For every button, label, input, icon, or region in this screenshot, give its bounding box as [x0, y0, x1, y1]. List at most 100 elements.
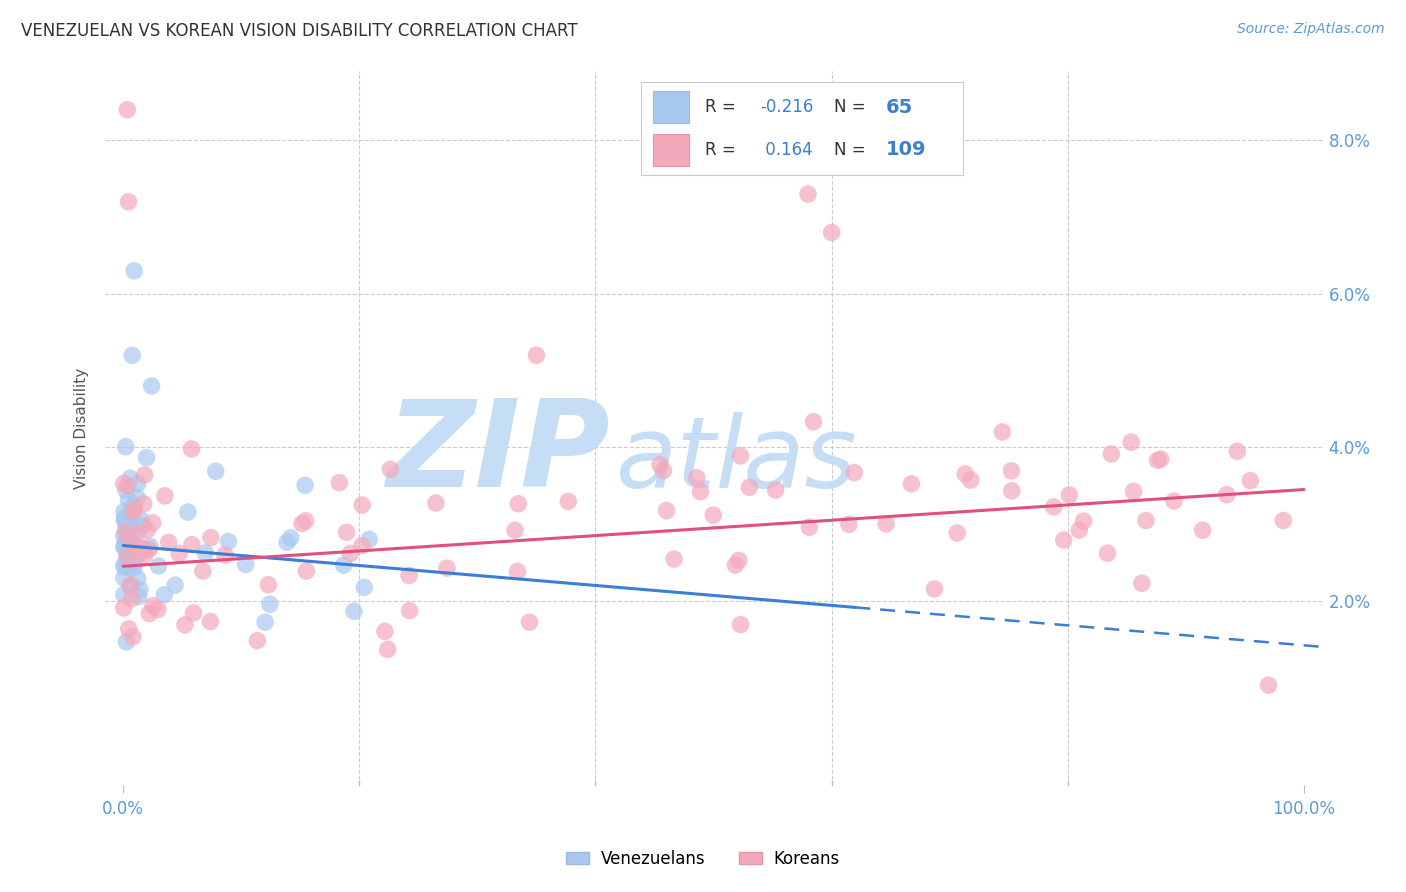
Point [118, 579, 141, 593]
Point [135, 450, 157, 465]
Point [112, 588, 135, 602]
Text: N =: N = [834, 141, 870, 159]
Point [115, 520, 138, 534]
Point [436, 561, 458, 575]
Point [121, 530, 143, 544]
Point [1257, 678, 1279, 692]
Text: 65: 65 [886, 97, 912, 117]
Text: Source: ZipAtlas.com: Source: ZipAtlas.com [1237, 22, 1385, 37]
Point [122, 555, 145, 569]
Point [114, 524, 136, 539]
Point [117, 558, 139, 572]
Point [114, 440, 136, 454]
Point [1059, 488, 1081, 502]
Point [120, 578, 142, 592]
Point [946, 526, 969, 541]
Point [142, 516, 165, 530]
Point [134, 548, 156, 562]
Point [730, 617, 752, 632]
Point [1146, 453, 1168, 467]
Point [1163, 494, 1185, 508]
Point [214, 548, 236, 562]
Point [114, 510, 136, 524]
Point [129, 513, 152, 527]
Point [689, 484, 711, 499]
Point [765, 483, 787, 497]
Point [380, 462, 402, 476]
FancyBboxPatch shape [654, 134, 689, 166]
Point [129, 582, 152, 597]
Point [352, 498, 374, 512]
Point [112, 540, 135, 554]
Point [350, 539, 373, 553]
Point [1135, 514, 1157, 528]
Text: R =: R = [704, 98, 741, 116]
Point [122, 264, 145, 278]
Point [132, 497, 155, 511]
Point [121, 591, 143, 606]
Point [652, 464, 675, 478]
Point [128, 590, 150, 604]
Point [118, 533, 141, 548]
Point [120, 505, 142, 519]
Point [398, 604, 420, 618]
Point [526, 348, 548, 362]
Point [112, 558, 135, 573]
Point [924, 582, 946, 596]
Point [257, 578, 280, 592]
Point [1043, 500, 1066, 514]
Text: ZIP: ZIP [387, 394, 610, 512]
Point [1191, 523, 1213, 537]
Point [374, 624, 396, 639]
Point [1226, 444, 1249, 458]
Point [127, 526, 149, 541]
Point [246, 633, 269, 648]
Point [259, 597, 281, 611]
Point [121, 630, 143, 644]
Point [797, 187, 820, 202]
Point [291, 516, 314, 531]
Point [112, 600, 135, 615]
Point [200, 531, 222, 545]
Point [254, 615, 277, 630]
Point [114, 515, 136, 529]
Point [148, 558, 170, 573]
Point [1150, 452, 1173, 467]
Point [177, 505, 200, 519]
Legend: Venezuelans, Koreans: Venezuelans, Koreans [560, 844, 846, 875]
Point [120, 516, 142, 530]
Point [1073, 514, 1095, 528]
Point [117, 194, 139, 209]
Point [115, 551, 138, 566]
Point [294, 514, 316, 528]
Point [1130, 576, 1153, 591]
Text: -0.216: -0.216 [759, 98, 813, 116]
Point [662, 552, 685, 566]
Point [204, 464, 226, 478]
Point [112, 529, 135, 543]
Point [820, 226, 842, 240]
Point [132, 541, 155, 556]
Point [353, 580, 375, 594]
Point [121, 348, 143, 362]
Text: 109: 109 [886, 140, 927, 160]
Point [1121, 435, 1143, 450]
Point [1069, 523, 1091, 537]
FancyBboxPatch shape [654, 91, 689, 123]
Point [803, 415, 825, 429]
Point [838, 517, 860, 532]
Point [724, 558, 747, 573]
Point [122, 505, 145, 519]
Point [134, 467, 156, 482]
Point [122, 560, 145, 574]
Point [136, 523, 159, 537]
Point [1272, 514, 1295, 528]
Point [900, 476, 922, 491]
Point [138, 542, 160, 557]
Point [117, 492, 139, 507]
Point [128, 541, 150, 555]
Point [153, 588, 176, 602]
Point [112, 476, 135, 491]
Point [118, 530, 141, 544]
Point [844, 466, 866, 480]
